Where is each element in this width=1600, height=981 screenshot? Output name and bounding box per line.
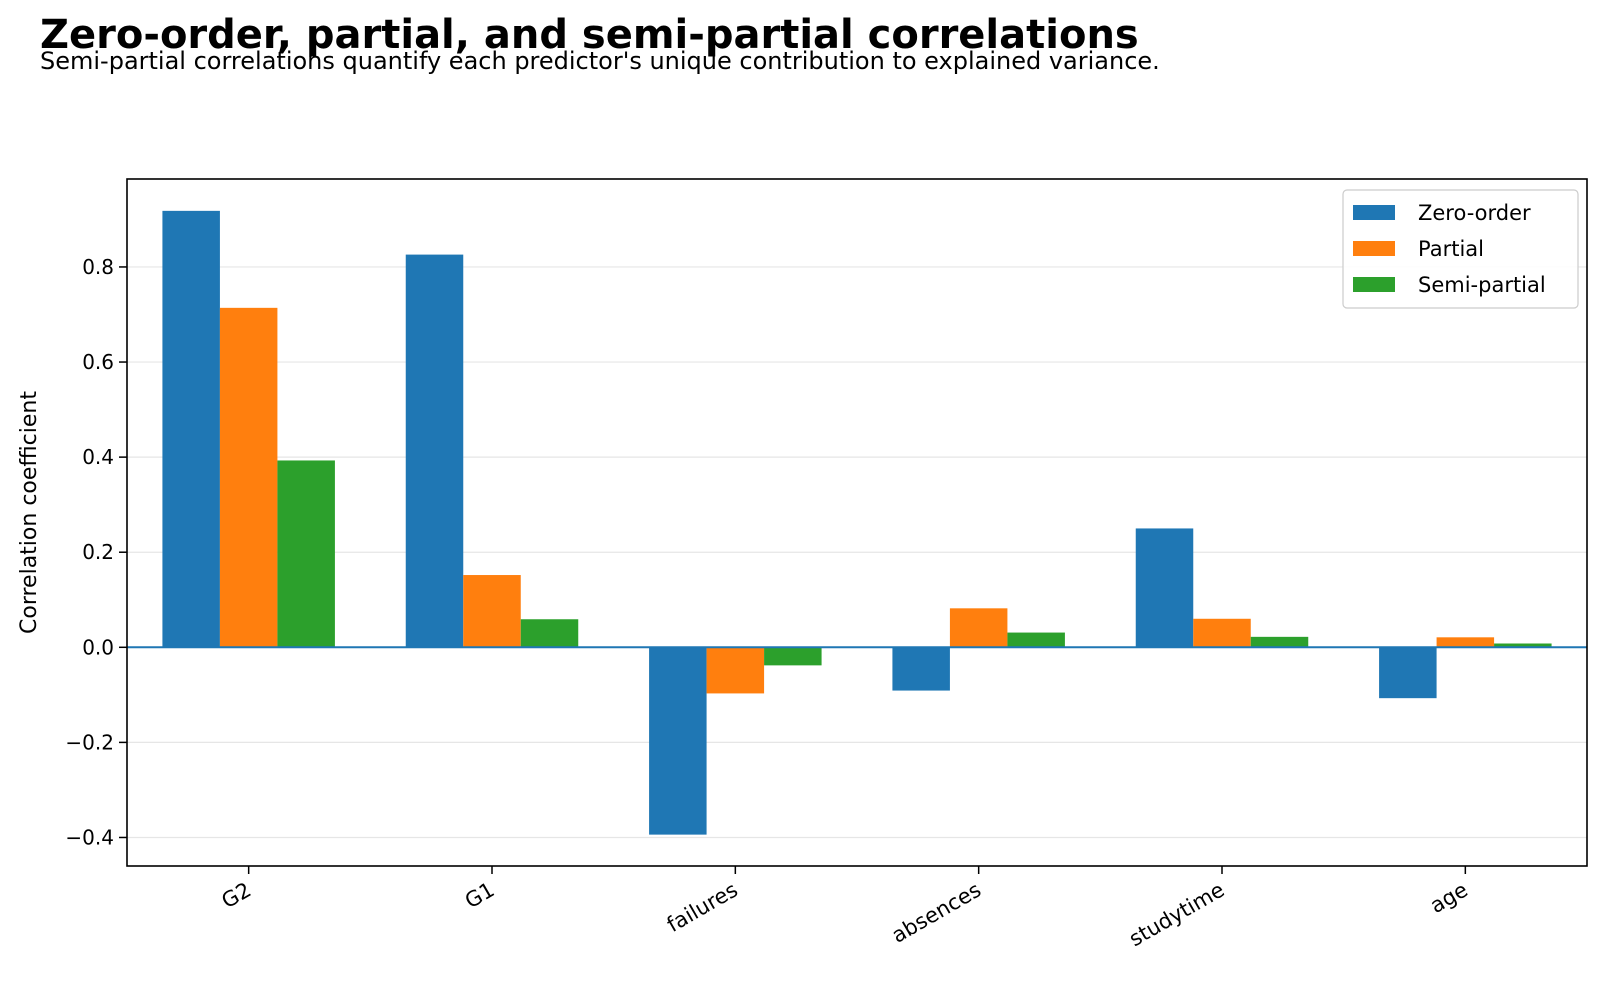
bar-partial-age: [1436, 637, 1495, 648]
legend-label: Semi-partial: [1418, 273, 1546, 297]
bar-zero-order-g1: [405, 254, 464, 648]
y-tick-label: 0.2: [82, 540, 114, 564]
x-tick-label: G2: [217, 878, 255, 914]
chart-title: Zero-order, partial, and semi-partial co…: [40, 12, 1139, 58]
bar-partial-failures: [706, 647, 765, 694]
x-tick-label: G1: [461, 878, 499, 914]
bar-semi-partial-age: [1494, 643, 1552, 648]
bar-zero-order-g2: [162, 210, 220, 648]
bar-zero-order-age: [1379, 647, 1437, 699]
bar-partial-studytime: [1193, 618, 1251, 648]
grid-lines: [127, 266, 1587, 839]
bar-semi-partial-g1: [520, 619, 579, 648]
y-tick-label: −0.4: [65, 825, 114, 849]
y-axis-ticks: −0.4 −0.2 0.0 0.2 0.4 0.6 0.8: [65, 255, 127, 849]
legend-swatch: [1353, 205, 1395, 220]
bar-zero-order-absences: [892, 647, 950, 691]
bar-zero-order-studytime: [1135, 528, 1194, 648]
x-tick-label: studytime: [1125, 878, 1229, 952]
bar-semi-partial-absences: [1007, 632, 1065, 648]
y-tick-label: 0.0: [82, 635, 114, 659]
legend-label: Partial: [1418, 237, 1484, 261]
bars: [162, 210, 1552, 835]
legend-swatch: [1353, 277, 1395, 292]
y-axis-label: Correlation coefficient: [17, 391, 42, 634]
x-tick-label: failures: [663, 878, 742, 937]
y-tick-label: 0.6: [82, 350, 114, 374]
plot-frame: [126, 178, 1588, 867]
y-tick-label: 0.8: [82, 255, 114, 279]
chart-subtitle: Semi-partial correlations quantify each …: [40, 47, 1160, 75]
x-tick-label: age: [1426, 878, 1472, 918]
x-axis-ticks: G2 G1 failures absences studytime age: [217, 866, 1472, 952]
legend-label: Zero-order: [1418, 201, 1531, 225]
bar-partial-g1: [463, 575, 521, 648]
y-tick-label: 0.4: [82, 445, 114, 469]
legend-box: [1342, 189, 1579, 309]
axes-frame: [126, 178, 1588, 867]
legend-swatch: [1353, 241, 1395, 256]
y-tick-label: −0.2: [65, 730, 114, 754]
x-tick-label: absences: [888, 878, 986, 948]
bar-semi-partial-g2: [277, 460, 335, 648]
bar-partial-g2: [219, 307, 278, 648]
legend: Zero-order Partial Semi-partial: [1342, 189, 1579, 309]
bar-semi-partial-studytime: [1250, 636, 1309, 648]
bar-semi-partial-failures: [764, 647, 822, 666]
bar-zero-order-failures: [649, 647, 707, 835]
bar-partial-absences: [949, 608, 1008, 648]
